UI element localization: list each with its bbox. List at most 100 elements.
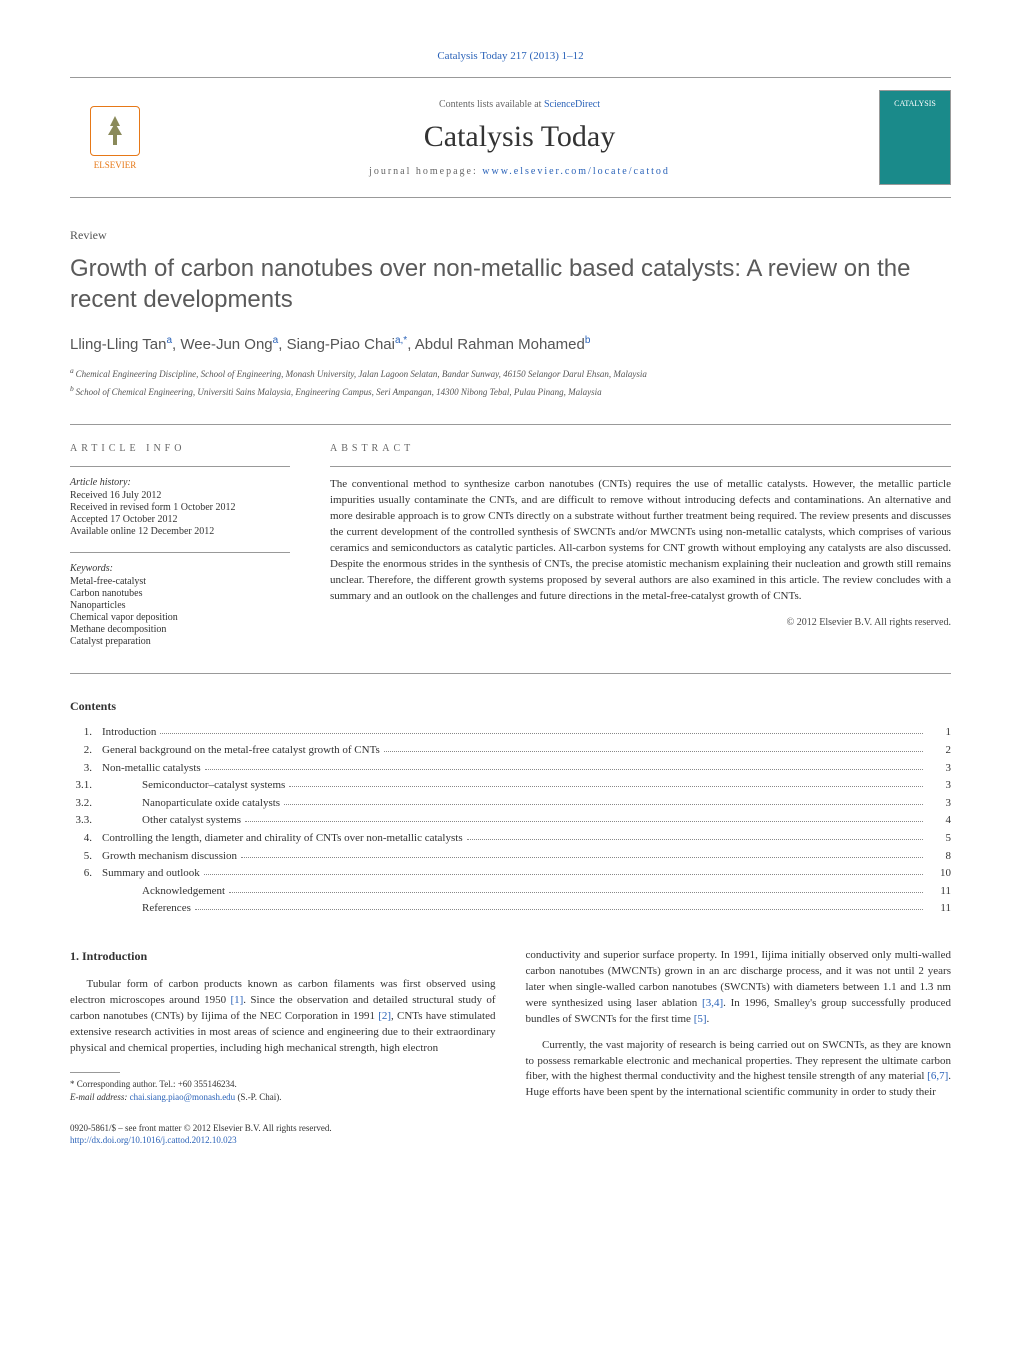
doi-link[interactable]: http://dx.doi.org/10.1016/j.cattod.2012.… bbox=[70, 1135, 237, 1145]
toc-page: 2 bbox=[927, 742, 951, 760]
toc-label: Introduction bbox=[102, 724, 156, 742]
toc-page: 8 bbox=[927, 848, 951, 866]
toc-page: 3 bbox=[927, 760, 951, 778]
elsevier-label: ELSEVIER bbox=[94, 160, 137, 170]
author: Abdul Rahman Mohamedb bbox=[415, 336, 591, 353]
sciencedirect-link[interactable]: ScienceDirect bbox=[544, 99, 600, 110]
contents-section: Contents 1.Introduction12.General backgr… bbox=[70, 699, 951, 918]
contents-heading: Contents bbox=[70, 699, 951, 714]
affiliation: a Chemical Engineering Discipline, Schoo… bbox=[70, 365, 951, 382]
history-item: Received in revised form 1 October 2012 bbox=[70, 502, 290, 513]
toc-dots bbox=[384, 742, 923, 752]
toc-num: 6. bbox=[70, 865, 102, 883]
page-footer: 0920-5861/$ – see front matter © 2012 El… bbox=[70, 1123, 496, 1146]
toc-page: 3 bbox=[927, 795, 951, 813]
toc-row: 3.2.Nanoparticulate oxide catalysts3 bbox=[70, 795, 951, 813]
toc-dots bbox=[229, 883, 923, 893]
toc-row: 4.Controlling the length, diameter and c… bbox=[70, 830, 951, 848]
toc-page: 11 bbox=[927, 883, 951, 901]
toc-dots bbox=[241, 848, 923, 858]
toc-dots bbox=[160, 724, 923, 734]
footer-copyright: 0920-5861/$ – see front matter © 2012 El… bbox=[70, 1123, 496, 1135]
toc-dots bbox=[204, 865, 923, 875]
author-sup: a bbox=[166, 335, 172, 346]
toc-num: 4. bbox=[70, 830, 102, 848]
toc-row: 3.1.Semiconductor–catalyst systems3 bbox=[70, 777, 951, 795]
affiliation: b School of Chemical Engineering, Univer… bbox=[70, 383, 951, 400]
history-item: Received 16 July 2012 bbox=[70, 490, 290, 501]
corresponding-footnote: * Corresponding author. Tel.: +60 355146… bbox=[70, 1078, 496, 1103]
homepage-line: journal homepage: www.elsevier.com/locat… bbox=[160, 166, 879, 177]
toc-row: 1.Introduction 1 bbox=[70, 724, 951, 742]
homepage-link[interactable]: www.elsevier.com/locate/cattod bbox=[482, 166, 670, 177]
toc-dots bbox=[205, 760, 923, 770]
toc-row: 2.General background on the metal-free c… bbox=[70, 742, 951, 760]
keyword: Catalyst preparation bbox=[70, 636, 290, 647]
author-sup: a bbox=[273, 335, 279, 346]
email-link[interactable]: chai.siang.piao@monash.edu bbox=[130, 1092, 236, 1102]
keyword: Nanoparticles bbox=[70, 600, 290, 611]
left-column: 1. Introduction Tubular form of carbon p… bbox=[70, 948, 496, 1147]
toc-page: 3 bbox=[927, 777, 951, 795]
contents-at-label: Contents lists available at bbox=[439, 99, 544, 110]
toc-label: Nanoparticulate oxide catalysts bbox=[102, 795, 280, 813]
toc-row: References11 bbox=[70, 900, 951, 918]
toc-row: 6.Summary and outlook10 bbox=[70, 865, 951, 883]
author: Siang-Piao Chaia,* bbox=[287, 336, 408, 353]
history-item: Available online 12 December 2012 bbox=[70, 526, 290, 537]
toc-page: 1 bbox=[927, 724, 951, 742]
journal-name: Catalysis Today bbox=[160, 120, 879, 154]
ref-link-2[interactable]: [2] bbox=[378, 1010, 391, 1022]
intro-heading: 1. Introduction bbox=[70, 948, 496, 965]
toc-label: Growth mechanism discussion bbox=[102, 848, 237, 866]
info-label: article info bbox=[70, 443, 290, 454]
contents-line: Contents lists available at ScienceDirec… bbox=[160, 99, 879, 110]
toc-label: Acknowledgement bbox=[102, 883, 225, 901]
abstract-label: abstract bbox=[330, 443, 951, 454]
author: Lling-Lling Tana bbox=[70, 336, 172, 353]
toc-dots bbox=[245, 812, 923, 822]
article-title: Growth of carbon nanotubes over non-meta… bbox=[70, 253, 951, 315]
toc-dots bbox=[467, 830, 923, 840]
ref-link-67[interactable]: [6,7] bbox=[927, 1070, 948, 1082]
authors-line: Lling-Lling Tana, Wee-Jun Onga, Siang-Pi… bbox=[70, 335, 951, 353]
toc-row: Acknowledgement 11 bbox=[70, 883, 951, 901]
toc-num bbox=[70, 883, 102, 901]
toc-page: 10 bbox=[927, 865, 951, 883]
toc-num: 5. bbox=[70, 848, 102, 866]
journal-header: ELSEVIER Contents lists available at Sci… bbox=[70, 77, 951, 198]
author-sup: a,* bbox=[395, 335, 407, 346]
history-label: Article history: bbox=[70, 477, 290, 488]
homepage-label: journal homepage: bbox=[369, 166, 482, 177]
article-type: Review bbox=[70, 228, 951, 243]
intro-para-1: Tubular form of carbon products known as… bbox=[70, 977, 496, 1057]
history-item: Accepted 17 October 2012 bbox=[70, 514, 290, 525]
intro-para-1-cont: conductivity and superior surface proper… bbox=[526, 948, 952, 1028]
toc-num: 1. bbox=[70, 724, 102, 742]
affiliations: a Chemical Engineering Discipline, Schoo… bbox=[70, 365, 951, 399]
toc-row: 3.Non-metallic catalysts3 bbox=[70, 760, 951, 778]
ref-link-5[interactable]: [5] bbox=[694, 1013, 707, 1025]
keyword: Chemical vapor deposition bbox=[70, 612, 290, 623]
email-who: (S.-P. Chai). bbox=[235, 1092, 281, 1102]
toc-num: 2. bbox=[70, 742, 102, 760]
cover-title: CATALYSIS bbox=[894, 99, 936, 108]
ref-link-34[interactable]: [3,4] bbox=[702, 997, 723, 1009]
toc-num bbox=[70, 900, 102, 918]
author: Wee-Jun Onga bbox=[180, 336, 278, 353]
corr-author: * Corresponding author. Tel.: +60 355146… bbox=[70, 1078, 496, 1091]
right-column: conductivity and superior surface proper… bbox=[526, 948, 952, 1147]
text-span: . bbox=[707, 1013, 710, 1025]
toc-label: General background on the metal-free cat… bbox=[102, 742, 380, 760]
author-sup: b bbox=[585, 335, 591, 346]
article-info-column: article info Article history: Received 1… bbox=[70, 443, 290, 648]
toc-page: 11 bbox=[927, 900, 951, 918]
keyword: Metal-free-catalyst bbox=[70, 576, 290, 587]
keyword: Carbon nanotubes bbox=[70, 588, 290, 599]
journal-cover-thumb: CATALYSIS bbox=[879, 90, 951, 185]
toc-row: 3.3.Other catalyst systems4 bbox=[70, 812, 951, 830]
toc-dots bbox=[284, 795, 923, 805]
ref-link-1[interactable]: [1] bbox=[230, 994, 243, 1006]
email-label: E-mail address: bbox=[70, 1092, 130, 1102]
toc-label: Non-metallic catalysts bbox=[102, 760, 201, 778]
